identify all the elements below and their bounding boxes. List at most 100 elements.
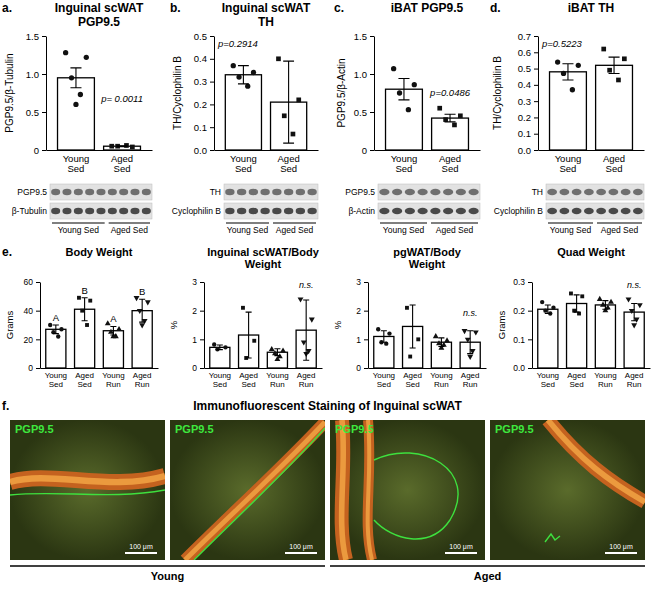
text-line: Weight	[245, 258, 282, 270]
text-line: iBAT PGP9.5	[391, 1, 464, 15]
data-point	[78, 92, 83, 97]
y-tick: 0.1	[513, 335, 532, 345]
panel-letter: a.	[2, 1, 12, 15]
text-line: Sed	[235, 163, 252, 174]
y-tick-mark	[364, 282, 368, 283]
vessel	[185, 422, 325, 560]
x-tick: YoungSed	[373, 371, 395, 389]
blot-band	[74, 208, 83, 214]
data-point	[631, 323, 637, 328]
y-axis-line	[368, 283, 369, 369]
y-tick-label: 3	[192, 277, 197, 287]
error-bar	[217, 345, 223, 350]
group-line	[330, 565, 645, 567]
y-tick-mark	[364, 368, 368, 369]
blot-label: TH	[210, 187, 221, 197]
x-tick-label: YoungSed	[555, 153, 582, 174]
y-tick-label: 0.3	[518, 96, 531, 107]
x-tick-label: YoungSed	[209, 371, 231, 389]
y-axis-line	[214, 37, 215, 151]
blot-band	[456, 189, 466, 195]
y-tick-mark	[534, 85, 538, 86]
text-line: Quad Weight	[557, 246, 625, 258]
chart-title: Inguinal scWAT/BodyWeight	[207, 246, 320, 270]
text-line: Run	[135, 380, 150, 389]
x-tick-label: AgedRun	[133, 371, 152, 389]
y-tick: 40	[24, 306, 40, 316]
blot-band	[272, 189, 281, 195]
blot-band	[559, 189, 569, 195]
y-tick-mark	[370, 150, 374, 151]
x-axis-line	[375, 150, 481, 151]
y-axis: 0.00.10.20.30.40.50.60.7	[518, 31, 539, 156]
blot-strip	[378, 184, 480, 200]
data-point	[80, 309, 84, 313]
text-line: Body Weight	[65, 246, 132, 258]
data-point	[84, 55, 89, 60]
error-bar	[274, 349, 280, 356]
x-tick-label: AgedRun	[297, 371, 316, 389]
blot-band	[584, 189, 594, 195]
y-tick-mark	[36, 311, 40, 312]
error-bar	[117, 145, 128, 147]
error-bar	[467, 331, 473, 354]
error-bar	[574, 295, 580, 312]
micrograph: PGP9.5100 μm	[330, 420, 485, 560]
vessel-core	[342, 420, 346, 560]
data-point	[391, 66, 396, 71]
blot-label: PGP9.5	[17, 187, 47, 197]
y-tick: 0.1	[518, 128, 538, 139]
data-point	[601, 47, 606, 52]
y-tick-label: 0.2	[513, 306, 525, 316]
x-tick: YoungRun	[266, 371, 288, 389]
blot-band	[142, 189, 151, 195]
error-bar	[445, 114, 456, 122]
x-axis-line	[205, 368, 323, 369]
data-point	[231, 63, 236, 68]
blot-band	[296, 208, 305, 214]
y-axis-title: Grams	[4, 311, 15, 340]
blot-band	[559, 208, 569, 214]
chart-title: Inguinal scWATTH	[222, 1, 311, 29]
x-axis: YoungSed Aged Sed YoungRun AgedRun	[205, 369, 323, 390]
y-axis-line	[532, 283, 533, 369]
text-line: Aged	[603, 153, 625, 164]
blot-label: Cyclophilin B	[172, 206, 221, 216]
plot-area	[46, 296, 152, 368]
stain-label: PGP9.5	[175, 423, 214, 435]
x-axis-line	[215, 150, 319, 151]
blot-band	[621, 189, 631, 195]
text-line: Sed	[396, 163, 413, 174]
blot-band	[237, 189, 246, 195]
x-axis: YoungSedAgedSed	[215, 151, 319, 175]
y-axis: 0123	[192, 277, 204, 373]
blot-band	[307, 189, 316, 195]
y-tick: 0	[34, 145, 46, 156]
blot-band	[392, 189, 402, 195]
text-line: Aged	[111, 153, 133, 164]
x-tick: YoungSed	[555, 153, 582, 174]
vessel-core	[185, 422, 325, 560]
blot-group-line	[380, 222, 427, 223]
x-tick-label: YoungSed	[537, 371, 559, 389]
blot-band	[85, 189, 94, 195]
text-line: Aged	[297, 371, 316, 380]
y-tick-label: 0.5	[26, 107, 39, 118]
panel-letter: d.	[490, 1, 501, 15]
blot-band	[379, 189, 389, 195]
y-tick-label: 0.3	[513, 277, 525, 287]
y-axis-title: Grams	[496, 311, 507, 340]
y-tick: 3	[192, 277, 204, 287]
error-bar	[246, 312, 252, 358]
error-bar	[82, 298, 88, 321]
text-line: PGP9.5	[78, 15, 120, 29]
blot-band	[430, 208, 440, 214]
data-point	[569, 292, 573, 296]
text-line: Sed	[541, 380, 555, 389]
blot-band	[142, 208, 151, 214]
text-line: Sed	[241, 380, 255, 389]
scale-bar-label: 100 μm	[449, 543, 473, 551]
y-tick: 1	[356, 335, 368, 345]
y-tick-label: 0.1	[518, 128, 531, 139]
y-tick-mark	[528, 311, 532, 312]
